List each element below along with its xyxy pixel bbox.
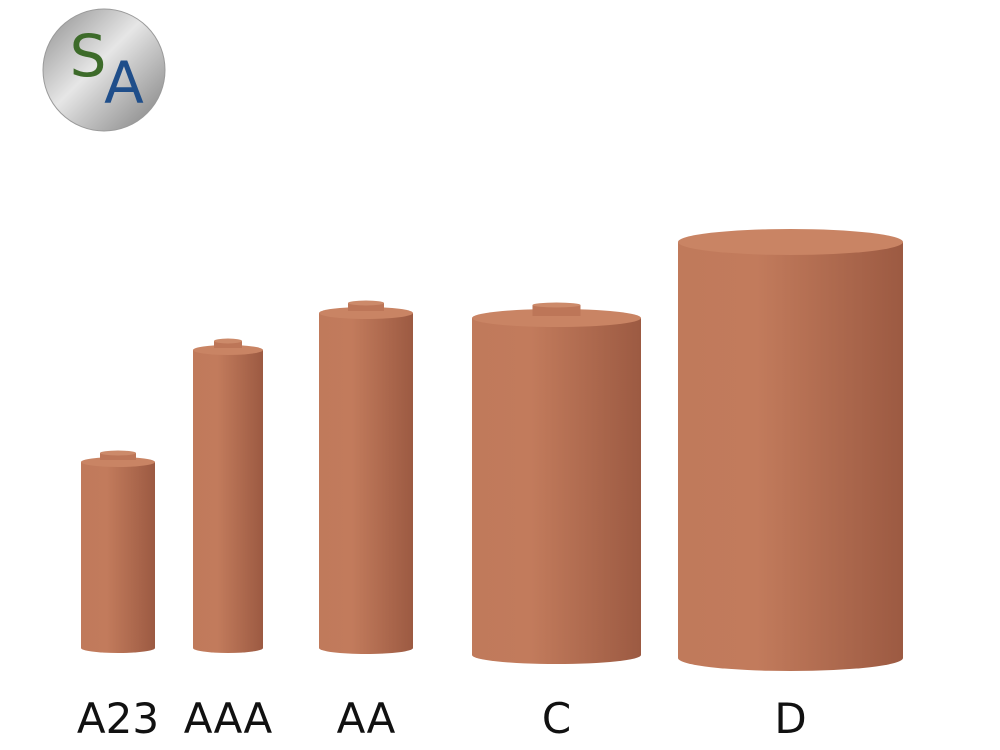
- battery-label: AA: [337, 694, 396, 743]
- battery-terminal: [100, 453, 136, 460]
- battery-terminal: [348, 303, 384, 311]
- battery-top: [193, 345, 263, 355]
- battery-label: C: [542, 694, 571, 743]
- battery-body: [319, 313, 413, 654]
- batteries: A23 AAA AA C D: [77, 229, 903, 743]
- logo-letter-a: A: [104, 49, 144, 117]
- battery-body: [472, 318, 641, 664]
- battery-terminal-top: [348, 300, 384, 306]
- battery-top: [472, 309, 641, 327]
- logo-badge: [42, 8, 166, 132]
- battery-body: [193, 350, 263, 653]
- battery-label: AAA: [184, 694, 273, 743]
- battery-label: A23: [77, 694, 159, 743]
- battery-top: [81, 457, 155, 467]
- logo-letter-s: S: [70, 22, 107, 90]
- battery-terminal: [214, 341, 242, 348]
- battery-terminal-top: [100, 450, 136, 456]
- battery: AA: [319, 300, 413, 743]
- battery-body: [678, 242, 903, 671]
- battery-top: [319, 307, 413, 319]
- battery: A23: [77, 450, 159, 743]
- battery: AAA: [184, 338, 273, 743]
- battery-body: [81, 462, 155, 653]
- logo: S A: [42, 8, 166, 132]
- battery-terminal-top: [214, 338, 242, 344]
- battery-terminal: [532, 305, 581, 316]
- battery: C: [472, 302, 641, 743]
- battery-terminal-top: [532, 302, 581, 308]
- battery-top: [678, 229, 903, 255]
- battery-label: D: [774, 694, 806, 743]
- battery: D: [678, 229, 903, 743]
